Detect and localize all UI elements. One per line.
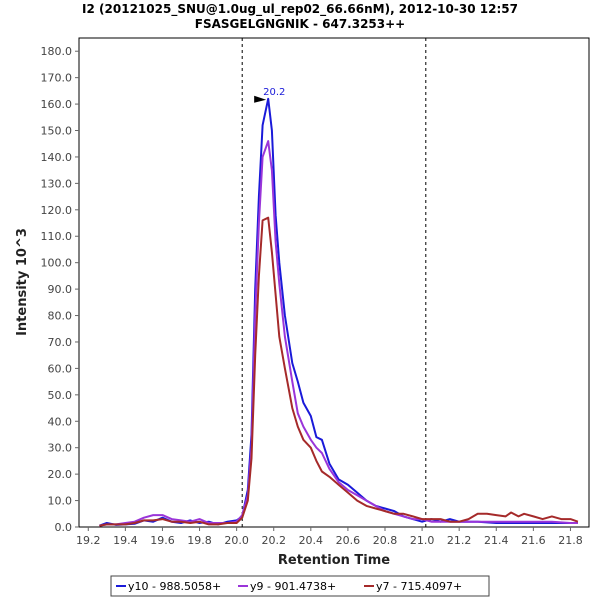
x-tick-label: 21.0 <box>410 534 435 547</box>
y-axis-label: Intensity 10^3 <box>15 228 30 336</box>
y-tick-label: 10.0 <box>48 495 73 508</box>
x-tick-label: 19.4 <box>113 534 138 547</box>
legend-label: y10 - 988.5058+ <box>128 580 221 593</box>
y-tick-label: 40.0 <box>48 415 73 428</box>
chart-title-line2: FSASGELGNGNIK - 647.3253++ <box>195 17 405 31</box>
series-lines <box>99 97 579 527</box>
x-axis-label: Retention Time <box>278 553 390 568</box>
y-tick-label: 140.0 <box>41 151 73 164</box>
peak-annotation: 20.2 <box>254 87 285 103</box>
x-tick-label: 21.8 <box>558 534 583 547</box>
x-tick-label: 21.2 <box>447 534 472 547</box>
y-tick-label: 50.0 <box>48 389 73 402</box>
y-tick-label: 0.0 <box>55 521 73 534</box>
x-tick-label: 21.4 <box>484 534 509 547</box>
y-tick-label: 150.0 <box>41 125 73 138</box>
x-tick-label: 19.6 <box>150 534 175 547</box>
y-tick-label: 90.0 <box>48 283 73 296</box>
x-tick-label: 20.0 <box>224 534 249 547</box>
y-tick-label: 130.0 <box>41 177 73 190</box>
y-tick-label: 30.0 <box>48 442 73 455</box>
y-axis-ticks: 0.0 10.0 20.0 30.0 40.0 50.0 60.0 70.0 80.0 90.0 1… <box>41 45 79 534</box>
y-tick-label: 60.0 <box>48 362 73 375</box>
y-tick-label: 110.0 <box>41 230 73 243</box>
peak-marker-icon <box>254 95 267 103</box>
x-tick-label: 20.2 <box>261 534 286 547</box>
y-tick-label: 170.0 <box>41 72 73 85</box>
y-tick-label: 100.0 <box>41 257 73 270</box>
peak-label: 20.2 <box>263 87 285 98</box>
x-axis-ticks: 19.2 19.4 19.6 19.8 20.0 20.2 20.4 20.6 20.8 21.0… <box>76 527 583 547</box>
x-tick-label: 20.6 <box>336 534 361 547</box>
x-tick-label: 20.4 <box>299 534 324 547</box>
x-tick-label: 21.6 <box>521 534 546 547</box>
legend-box <box>110 575 490 597</box>
y-tick-label: 160.0 <box>41 98 73 111</box>
x-tick-label: 19.2 <box>76 534 101 547</box>
series-line <box>99 140 578 527</box>
x-tick-label: 20.8 <box>373 534 398 547</box>
x-tick-label: 19.8 <box>187 534 212 547</box>
legend-label: y9 - 901.4738+ <box>250 580 336 593</box>
y-tick-label: 20.0 <box>48 468 73 481</box>
y-tick-label: 70.0 <box>48 336 73 349</box>
chart-title-line1: I2 (20121025_SNU@1.0ug_ul_rep02_66.66nM)… <box>82 2 518 17</box>
series-line <box>99 216 579 527</box>
chart-legend: y10 - 988.5058+ y9 - 901.4738+ y7 - 715.40… <box>110 575 490 597</box>
y-tick-label: 180.0 <box>41 45 73 58</box>
y-tick-label: 80.0 <box>48 310 73 323</box>
y-tick-label: 120.0 <box>41 204 73 217</box>
legend-label: y7 - 715.4097+ <box>376 580 462 593</box>
plot-area <box>78 37 590 528</box>
